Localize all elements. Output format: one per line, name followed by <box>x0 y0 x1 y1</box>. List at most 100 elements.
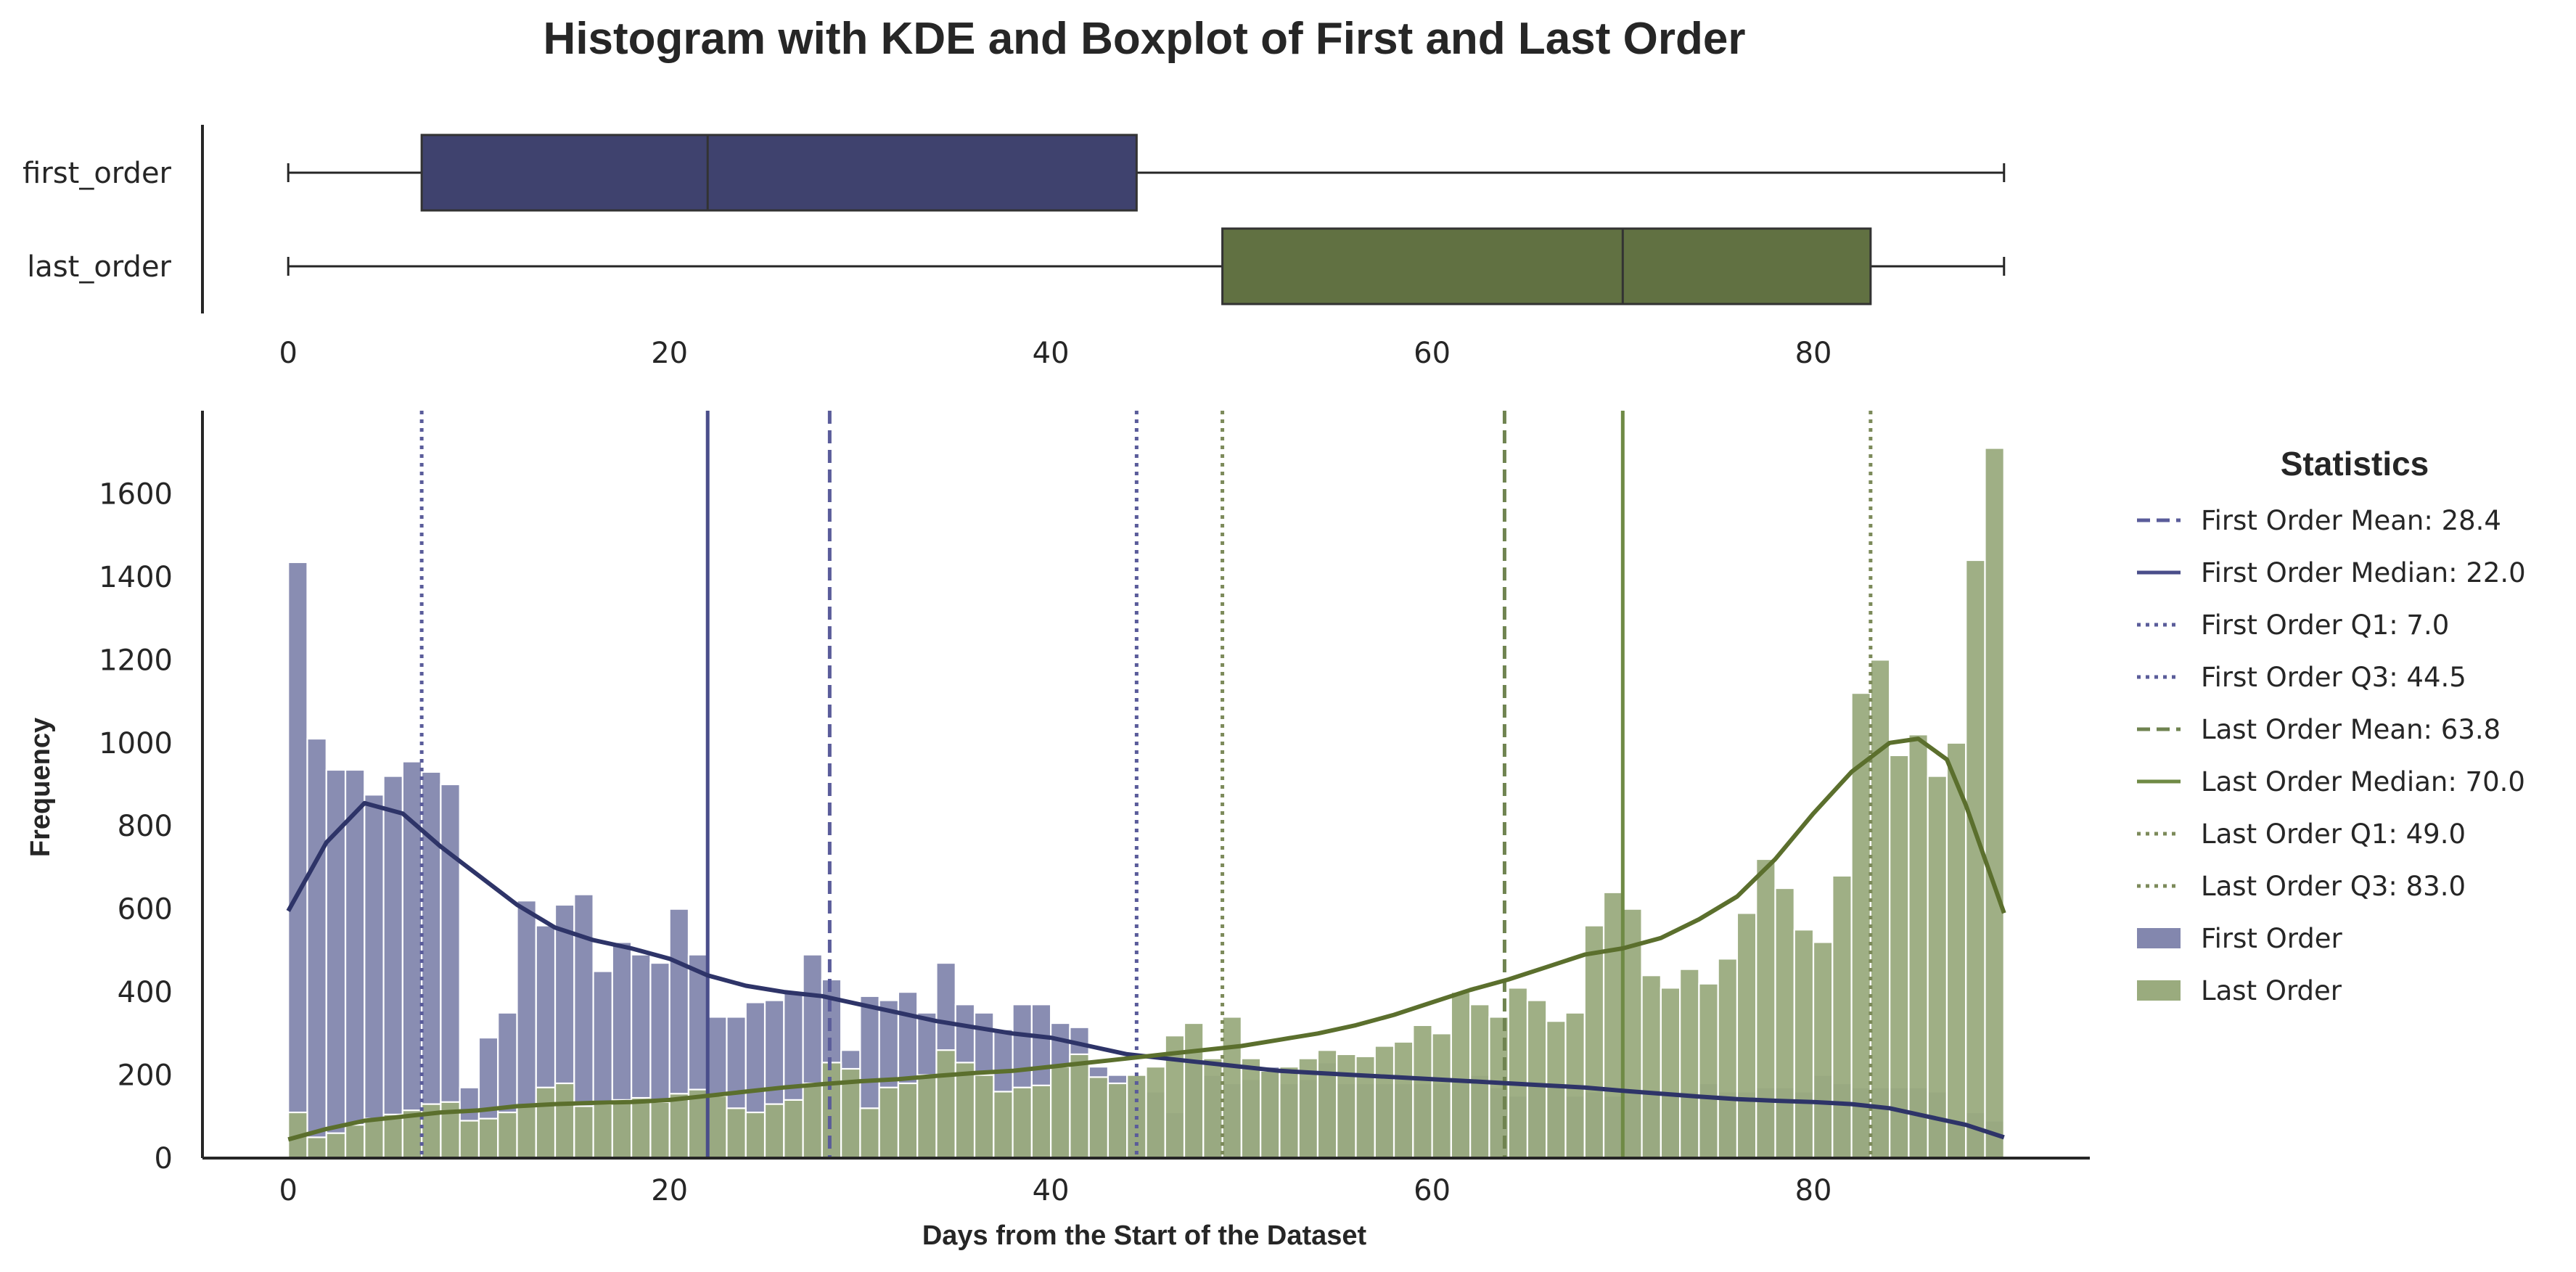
histogram-bar <box>344 768 366 1160</box>
y-tick-label: 1400 <box>99 561 173 594</box>
histogram-bar <box>1450 991 1472 1160</box>
histogram-bar <box>1316 1049 1338 1160</box>
histogram-bar <box>287 561 308 1160</box>
histogram-bar <box>1030 1084 1052 1160</box>
histogram-bar <box>1889 754 1910 1160</box>
histogram-bar <box>592 1103 613 1160</box>
histogram-bar <box>554 1082 575 1160</box>
histogram-bar <box>1774 887 1795 1160</box>
legend-label: Last Order Q1: 49.0 <box>2201 818 2466 850</box>
legend-label: Last Order Median: 70.0 <box>2201 766 2525 797</box>
boxplot-box <box>1221 227 1872 305</box>
histogram-bar <box>878 1086 900 1160</box>
histogram-bar <box>1088 1076 1109 1160</box>
histogram-bar <box>1145 1066 1166 1160</box>
boxplot-box <box>420 134 1138 212</box>
histogram-bar <box>1965 559 1986 1160</box>
legend-entry: Last Order Mean: 63.8 <box>2137 714 2501 745</box>
legend-entry: Last Order Median: 70.0 <box>2137 766 2525 797</box>
histogram-bar <box>1279 1066 1300 1160</box>
histogram-bar <box>935 1049 956 1160</box>
histogram-bar <box>745 1111 766 1160</box>
y-tick-label: 1600 <box>99 477 173 511</box>
histogram-bar <box>1374 1045 1395 1160</box>
histogram-bar <box>477 1117 499 1160</box>
histogram-bar <box>344 1124 366 1160</box>
histogram-bar <box>1602 891 1624 1160</box>
histogram-bar <box>1927 775 1948 1160</box>
histogram-panel: 0 200 400 600 800 1000 1200 1400 1600 0 20 40 60 80 <box>99 411 2090 1207</box>
histogram-bar <box>1050 1066 1071 1160</box>
histogram-bar <box>707 1095 728 1160</box>
histogram-bar <box>306 1136 327 1160</box>
histogram-bar <box>1202 1057 1223 1160</box>
histogram-bar <box>535 1086 557 1160</box>
histogram-bar <box>1392 1041 1414 1160</box>
histogram-bar <box>1012 1086 1033 1160</box>
histogram-bar <box>1221 1016 1242 1160</box>
histogram-bar <box>1069 1053 1090 1160</box>
histogram-bar <box>1260 1070 1281 1160</box>
histogram-bar <box>1641 974 1662 1160</box>
histogram-bar <box>1660 987 1681 1160</box>
legend-label: First Order Median: 22.0 <box>2201 557 2526 588</box>
histogram-bar <box>821 1062 842 1160</box>
histogram-bar <box>516 1105 537 1160</box>
histogram-bar <box>631 1096 652 1160</box>
histogram-bars-last-order <box>287 447 2005 1160</box>
boxplot-x-tick-label: 60 <box>1414 337 1451 370</box>
histogram-bar <box>1526 999 1548 1160</box>
y-tick-label: 400 <box>118 976 173 1009</box>
histogram-bar <box>325 1132 347 1160</box>
legend-entry: First Order Mean: 28.4 <box>2137 505 2501 536</box>
histogram-bar <box>1336 1053 1357 1160</box>
histogram-bar <box>1812 941 1834 1160</box>
histogram-bar <box>1412 1024 1433 1160</box>
histogram-bar <box>1431 1033 1452 1160</box>
histogram-bar <box>916 1074 938 1160</box>
histogram-bar <box>1793 929 1815 1160</box>
histogram-bar <box>497 1111 518 1160</box>
chart-title: Histogram with KDE and Boxplot of First … <box>543 14 1746 64</box>
y-tick-label: 1000 <box>99 727 173 760</box>
histogram-bar <box>1945 742 1967 1160</box>
histogram-bar <box>802 1082 823 1160</box>
y-tick-label: 200 <box>118 1059 173 1093</box>
histogram-bar <box>993 1091 1014 1160</box>
histogram-bar <box>1869 659 1891 1160</box>
x-tick-label: 40 <box>1033 1174 1070 1207</box>
histogram-bar <box>382 775 403 1160</box>
boxplot-panel: first_order last_order 0 20 40 60 80 <box>22 125 2006 370</box>
histogram-bar <box>611 1099 633 1160</box>
histogram-bar <box>973 1074 995 1160</box>
boxplot-x-tick-label: 40 <box>1033 337 1070 370</box>
y-tick-label: 1200 <box>99 644 173 677</box>
legend-label: First Order Q3: 44.5 <box>2201 662 2466 693</box>
histogram-bar <box>1507 987 1529 1160</box>
legend-label: Last Order Q3: 83.0 <box>2201 871 2466 902</box>
histogram-bar <box>1755 858 1776 1160</box>
y-tick-label: 0 <box>155 1142 173 1175</box>
histogram-bar <box>859 1107 880 1160</box>
legend-label: First Order Mean: 28.4 <box>2201 505 2501 536</box>
histogram-bar <box>364 1117 385 1160</box>
boxplot-x-tick-label: 80 <box>1795 337 1832 370</box>
y-axis-label: Frequency <box>25 718 56 857</box>
x-tick-label: 80 <box>1795 1174 1832 1207</box>
legend-patch-swatch <box>2137 980 2181 1001</box>
histogram-bar <box>897 1082 919 1160</box>
boxplot-category-label: first_order <box>22 157 171 190</box>
histogram-bar <box>573 1105 594 1160</box>
legend-entry: Last Order <box>2137 975 2342 1006</box>
histogram-bar <box>382 1113 403 1160</box>
histogram-bar <box>649 1101 670 1160</box>
histogram-bar <box>687 1088 709 1160</box>
histogram-bar <box>783 1099 804 1160</box>
x-tick-label: 20 <box>651 1174 688 1207</box>
histogram-bar <box>954 1062 976 1160</box>
histogram-bar <box>1107 1082 1128 1160</box>
histogram-bar <box>1183 1022 1205 1160</box>
histogram-bar <box>668 1093 690 1160</box>
histogram-bar <box>1240 1057 1262 1160</box>
